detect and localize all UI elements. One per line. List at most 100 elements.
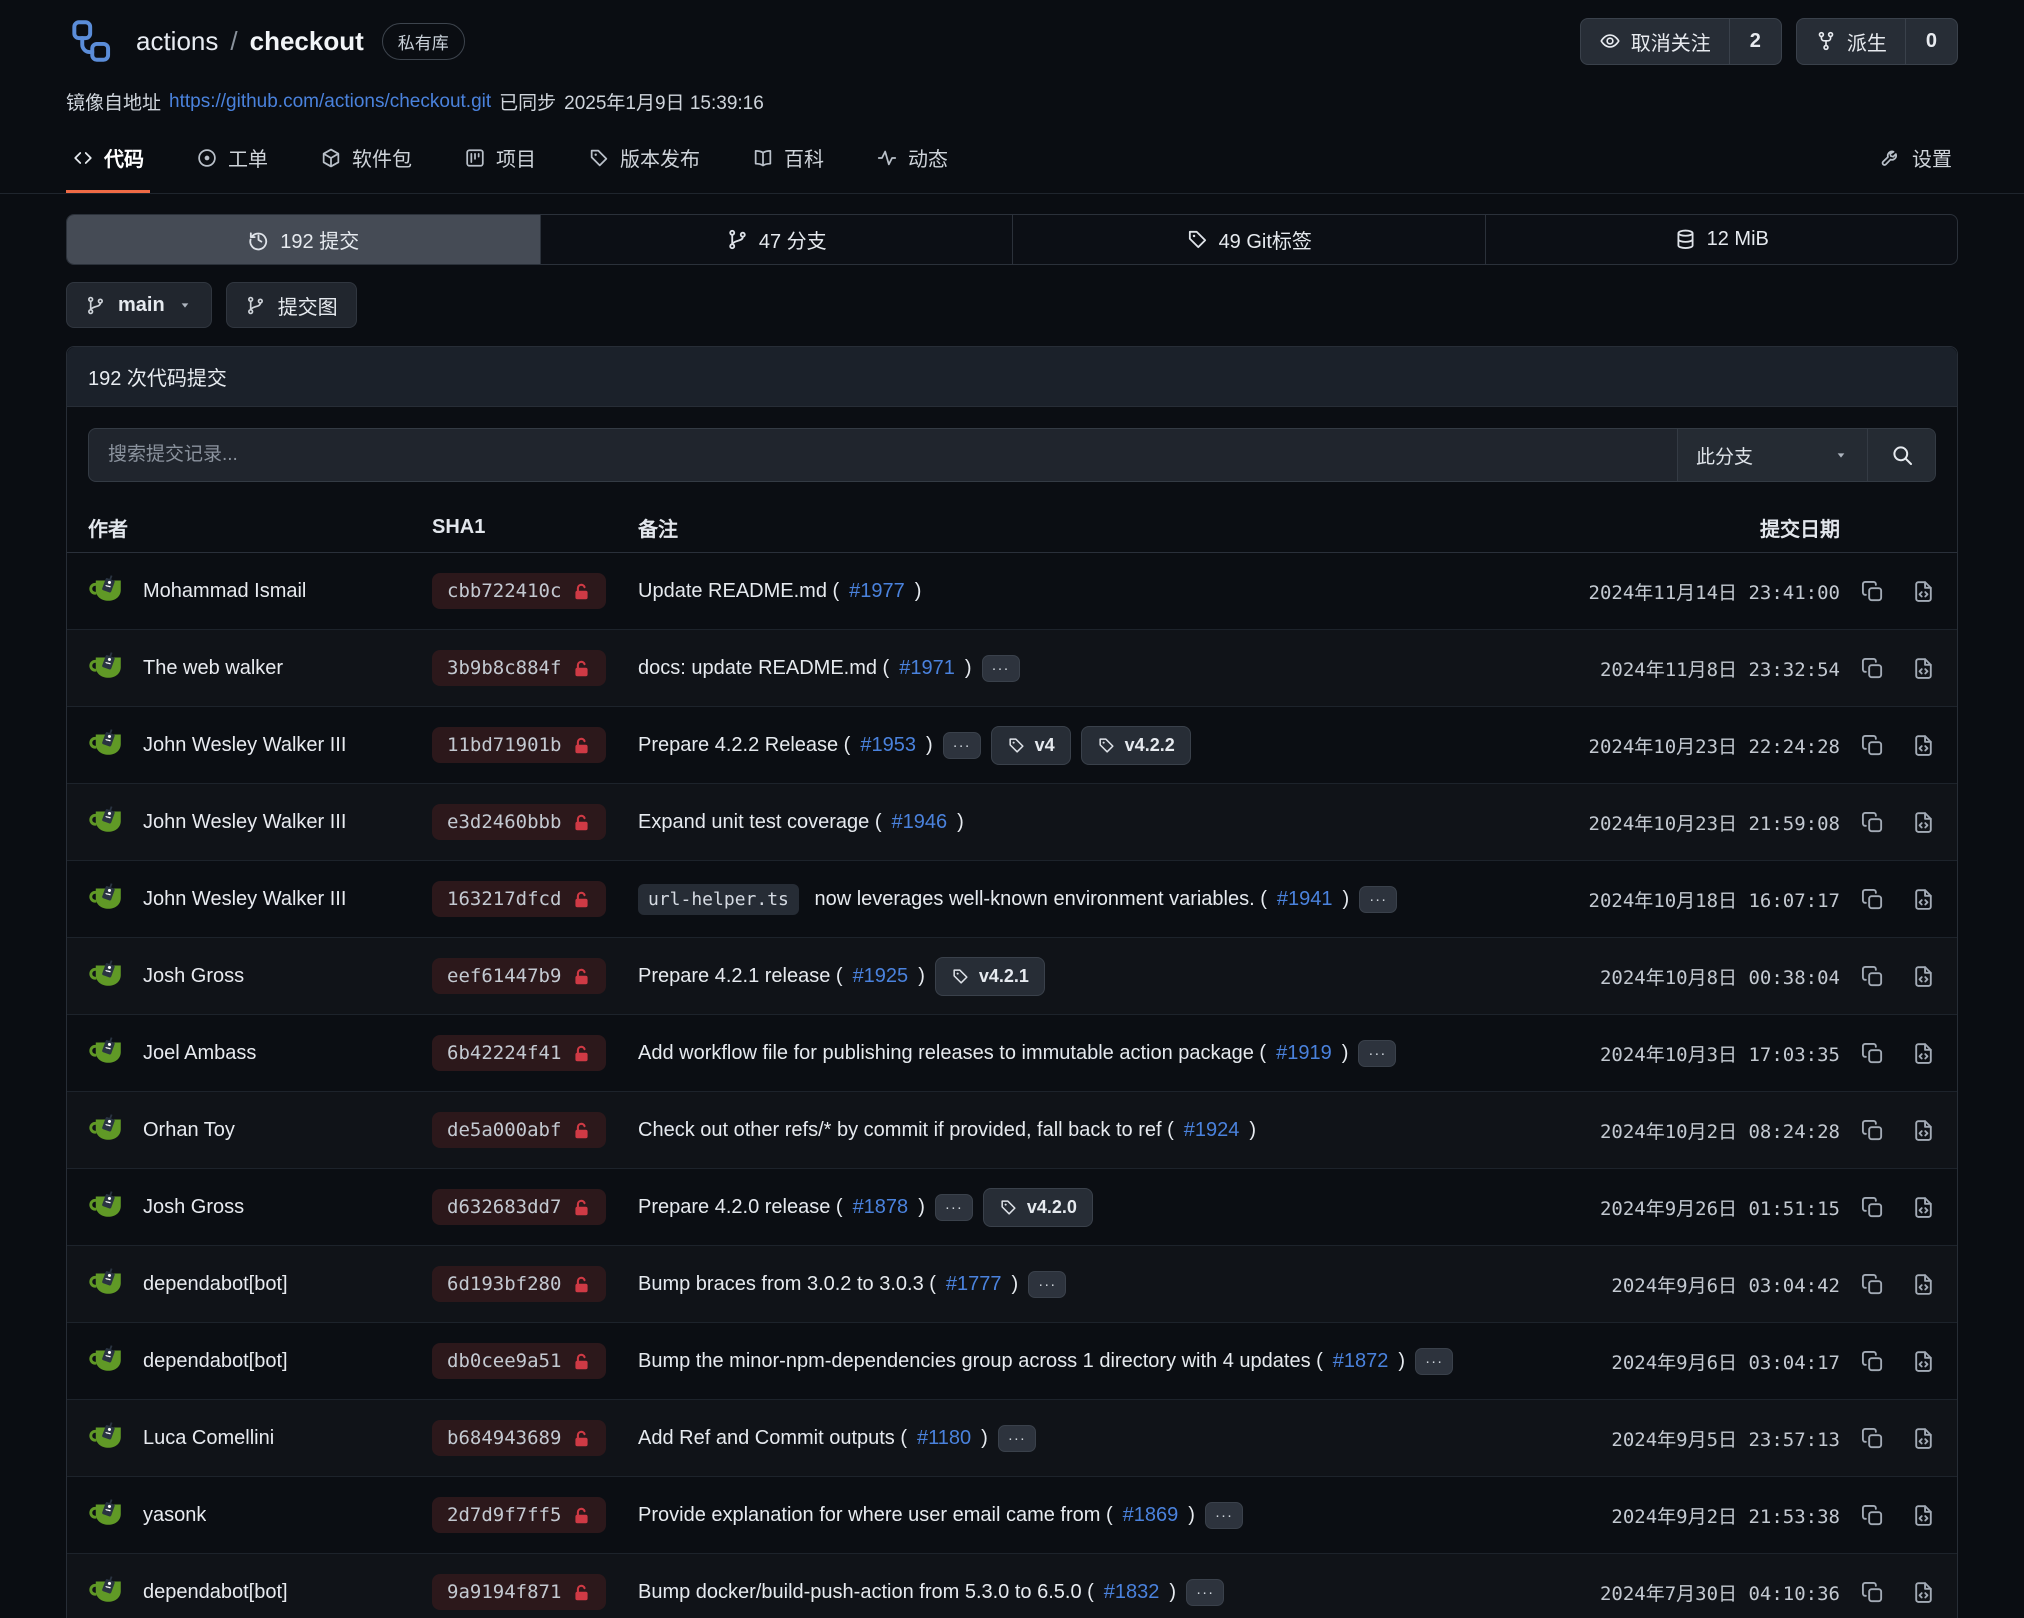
commit-author-link[interactable]: John Wesley Walker III	[143, 733, 347, 756]
author-avatar[interactable]	[88, 1110, 128, 1150]
commit-sha-badge[interactable]: 9a9194f871	[432, 1574, 607, 1610]
tab-activity[interactable]: 动态	[870, 127, 954, 193]
copy-sha-button[interactable]	[1860, 1041, 1885, 1066]
commit-sha-badge[interactable]: de5a000abf	[432, 1112, 607, 1148]
issue-link[interactable]: #1925	[852, 964, 909, 987]
commit-author-link[interactable]: The web walker	[143, 656, 284, 679]
commit-sha-badge[interactable]: 2d7d9f7ff5	[432, 1497, 607, 1533]
copy-sha-button[interactable]	[1860, 579, 1885, 604]
view-file-at-commit-button[interactable]	[1911, 1580, 1936, 1605]
commit-sha-badge[interactable]: 11bd71901b	[432, 727, 607, 763]
mirror-url-link[interactable]: https://github.com/actions/checkout.git	[169, 90, 492, 112]
tab-releases[interactable]: 版本发布	[582, 127, 706, 193]
view-file-at-commit-button[interactable]	[1911, 1503, 1936, 1528]
expand-commit-button[interactable]: ···	[1028, 1270, 1067, 1298]
commit-sha-badge[interactable]: cbb722410c	[432, 573, 607, 609]
tab-settings[interactable]: 设置	[1874, 127, 1958, 193]
expand-commit-button[interactable]: ···	[1204, 1501, 1243, 1529]
commit-author-link[interactable]: Orhan Toy	[143, 1118, 235, 1141]
branch-selector[interactable]: main	[66, 282, 212, 328]
issue-link[interactable]: #1919	[1276, 1041, 1332, 1064]
commit-sha-badge[interactable]: 6b42224f41	[432, 1035, 607, 1071]
version-tag-button[interactable]: v4	[990, 725, 1071, 765]
issue-link[interactable]: #1971	[899, 656, 955, 679]
expand-commit-button[interactable]: ···	[942, 731, 981, 759]
copy-sha-button[interactable]	[1860, 733, 1885, 758]
author-avatar[interactable]	[88, 1187, 128, 1227]
view-file-at-commit-button[interactable]	[1911, 579, 1936, 604]
copy-sha-button[interactable]	[1860, 1118, 1885, 1143]
issue-link[interactable]: #1977	[849, 579, 905, 602]
expand-commit-button[interactable]: ···	[1358, 1039, 1397, 1067]
unwatch-button[interactable]: 取消关注	[1581, 19, 1729, 64]
stat-commits[interactable]: 192 提交	[67, 215, 540, 264]
tab-wiki[interactable]: 百科	[746, 127, 830, 193]
copy-sha-button[interactable]	[1860, 1349, 1885, 1374]
commit-author-link[interactable]: John Wesley Walker III	[143, 810, 347, 833]
expand-commit-button[interactable]: ···	[934, 1193, 973, 1221]
stat-size[interactable]: 12 MiB	[1484, 215, 1958, 264]
commit-author-link[interactable]: dependabot[bot]	[143, 1272, 288, 1295]
author-avatar[interactable]	[88, 1418, 128, 1458]
view-file-at-commit-button[interactable]	[1911, 1272, 1936, 1297]
commit-author-link[interactable]: dependabot[bot]	[143, 1349, 288, 1372]
copy-sha-button[interactable]	[1860, 1195, 1885, 1220]
view-file-at-commit-button[interactable]	[1911, 1426, 1936, 1451]
commit-author-link[interactable]: Mohammad Ismail	[143, 579, 307, 602]
expand-commit-button[interactable]: ···	[997, 1424, 1036, 1452]
commit-author-link[interactable]: Josh Gross	[143, 964, 245, 987]
version-tag-button[interactable]: v4.2.2	[1080, 725, 1191, 765]
expand-commit-button[interactable]: ···	[981, 654, 1020, 682]
issue-link[interactable]: #1869	[1122, 1503, 1179, 1526]
copy-sha-button[interactable]	[1860, 1503, 1885, 1528]
view-file-at-commit-button[interactable]	[1911, 733, 1936, 758]
view-file-at-commit-button[interactable]	[1911, 656, 1936, 681]
issue-link[interactable]: #1832	[1103, 1580, 1160, 1603]
author-avatar[interactable]	[88, 1264, 128, 1304]
issue-link[interactable]: #1777	[945, 1272, 1002, 1295]
view-file-at-commit-button[interactable]	[1911, 1118, 1936, 1143]
issue-link[interactable]: #1878	[852, 1195, 909, 1218]
tab-code[interactable]: 代码	[66, 127, 150, 193]
site-logo-icon[interactable]	[66, 16, 116, 66]
expand-commit-button[interactable]: ···	[1359, 885, 1398, 913]
tab-projects[interactable]: 项目	[458, 127, 542, 193]
commit-sha-badge[interactable]: b684943689	[432, 1420, 607, 1456]
version-tag-button[interactable]: v4.2.1	[934, 956, 1045, 996]
author-avatar[interactable]	[88, 802, 128, 842]
commit-sha-badge[interactable]: eef61447b9	[432, 958, 607, 994]
commit-sha-badge[interactable]: 6d193bf280	[432, 1266, 607, 1302]
stat-branches[interactable]: 47 分支	[539, 215, 1013, 264]
view-file-at-commit-button[interactable]	[1911, 964, 1936, 989]
copy-sha-button[interactable]	[1860, 1272, 1885, 1297]
commit-author-link[interactable]: Joel Ambass	[143, 1041, 257, 1064]
commit-sha-badge[interactable]: db0cee9a51	[432, 1343, 607, 1379]
author-avatar[interactable]	[88, 1033, 128, 1073]
copy-sha-button[interactable]	[1860, 964, 1885, 989]
stat-tags[interactable]: 49 Git标签	[1012, 215, 1485, 264]
author-avatar[interactable]	[88, 1572, 128, 1612]
repo-name-link[interactable]: checkout	[249, 25, 364, 56]
commit-sha-badge[interactable]: e3d2460bbb	[432, 804, 607, 840]
commit-sha-badge[interactable]: 163217dfcd	[432, 881, 607, 917]
issue-link[interactable]: #1872	[1332, 1349, 1389, 1372]
search-submit-button[interactable]	[1867, 429, 1935, 481]
author-avatar[interactable]	[88, 725, 128, 765]
copy-sha-button[interactable]	[1860, 656, 1885, 681]
commit-sha-badge[interactable]: d632683dd7	[432, 1189, 607, 1225]
copy-sha-button[interactable]	[1860, 810, 1885, 835]
watchers-count[interactable]: 2	[1728, 18, 1781, 64]
tab-packages[interactable]: 软件包	[314, 127, 418, 193]
copy-sha-button[interactable]	[1860, 1580, 1885, 1605]
view-file-at-commit-button[interactable]	[1911, 1349, 1936, 1374]
issue-link[interactable]: #1941	[1276, 887, 1333, 910]
author-avatar[interactable]	[88, 956, 128, 996]
search-commits-input[interactable]	[89, 429, 1677, 481]
expand-commit-button[interactable]: ···	[1186, 1578, 1225, 1606]
author-avatar[interactable]	[88, 648, 128, 688]
view-file-at-commit-button[interactable]	[1911, 1041, 1936, 1066]
issue-link[interactable]: #1180	[917, 1426, 972, 1449]
commit-author-link[interactable]: Josh Gross	[143, 1195, 245, 1218]
view-file-at-commit-button[interactable]	[1911, 887, 1936, 912]
repo-owner-link[interactable]: actions	[136, 25, 219, 56]
